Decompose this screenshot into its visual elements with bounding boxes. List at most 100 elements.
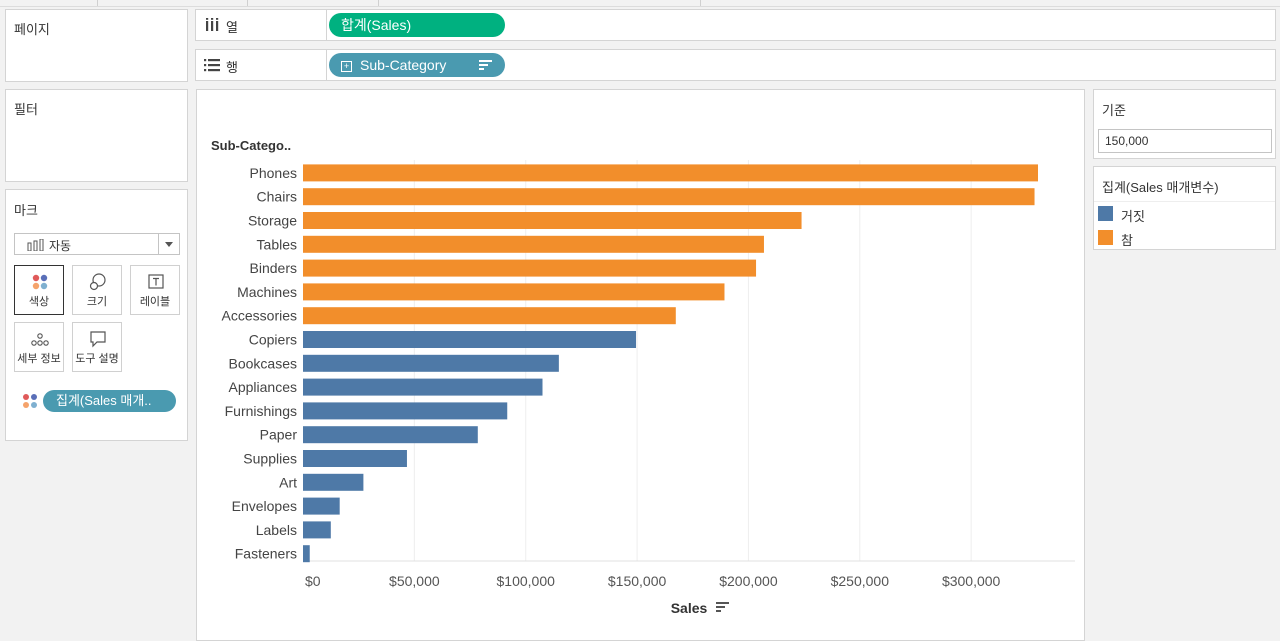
- columns-shelf-label-cell: 열: [196, 10, 327, 40]
- category-label[interactable]: Labels: [256, 522, 297, 538]
- sum-sales-pill[interactable]: 합계(Sales): [329, 13, 505, 37]
- rows-icon: [204, 59, 220, 72]
- detail-icon: [31, 333, 49, 346]
- detail-button[interactable]: 세부 정보: [14, 322, 64, 372]
- bar-art[interactable]: [303, 473, 364, 491]
- bar-binders[interactable]: [303, 259, 757, 277]
- color-field-pill[interactable]: 집계(Sales 매개..: [43, 390, 176, 412]
- category-label[interactable]: Fasteners: [235, 546, 297, 562]
- detail-button-label: 세부 정보: [17, 353, 61, 365]
- expand-plus-icon[interactable]: +: [341, 61, 352, 72]
- x-tick-label: $150,000: [608, 573, 667, 589]
- legend-divider: [1094, 201, 1275, 202]
- filters-card[interactable]: 필터: [5, 89, 188, 182]
- size-button[interactable]: 크기: [72, 265, 122, 315]
- rows-shelf-label: 행: [226, 60, 238, 75]
- bar-labels[interactable]: [303, 521, 331, 539]
- color-encoding-icon: [23, 394, 37, 408]
- sort-descending-icon[interactable]: [479, 60, 492, 72]
- bar-furnishings[interactable]: [303, 402, 508, 420]
- sum-sales-pill-label: 합계(Sales): [341, 17, 412, 33]
- x-tick-label: $200,000: [719, 573, 778, 589]
- category-label[interactable]: Furnishings: [225, 403, 297, 419]
- marks-title: 마크: [14, 203, 38, 218]
- category-label[interactable]: Tables: [257, 236, 297, 252]
- rows-shelf-label-cell: 행: [196, 50, 327, 80]
- color-button[interactable]: 색상: [14, 265, 64, 315]
- mark-type-label: 자동: [49, 239, 72, 253]
- sub-category-pill-label: Sub-Category: [360, 57, 447, 73]
- bar-accessories[interactable]: [303, 307, 676, 325]
- category-label[interactable]: Machines: [237, 284, 297, 300]
- strip-divider: [97, 0, 98, 6]
- pages-title: 페이지: [14, 22, 50, 37]
- parameter-card: 기준 150,000: [1093, 89, 1276, 159]
- category-label[interactable]: Paper: [260, 427, 298, 443]
- bar-copiers[interactable]: [303, 331, 637, 348]
- category-label[interactable]: Binders: [250, 260, 297, 276]
- category-label[interactable]: Supplies: [243, 451, 297, 467]
- bar-chairs[interactable]: [303, 188, 1035, 206]
- strip-divider: [378, 0, 379, 6]
- parameter-value-input[interactable]: 150,000: [1098, 129, 1272, 153]
- bar-appliances[interactable]: [303, 378, 543, 396]
- bar-chart: Phones Chairs Storage Tables Binders Machines…: [222, 160, 1075, 616]
- tooltip-icon: [90, 331, 106, 348]
- x-tick-label: $0: [305, 573, 321, 589]
- color-icon: [32, 274, 48, 290]
- category-label[interactable]: Copiers: [249, 332, 297, 348]
- x-tick-label: $300,000: [942, 573, 1001, 589]
- marks-card: 마크 자동 색상 크기 레이블: [5, 189, 188, 441]
- category-label[interactable]: Appliances: [229, 379, 298, 395]
- bar-machines[interactable]: [303, 283, 725, 301]
- columns-shelf[interactable]: 열 합계(Sales): [195, 9, 1276, 41]
- label-button[interactable]: 레이블: [130, 265, 180, 315]
- category-label[interactable]: Chairs: [257, 189, 297, 205]
- pages-card[interactable]: 페이지: [5, 9, 188, 82]
- x-tick-label: $250,000: [831, 573, 890, 589]
- bar-fasteners[interactable]: [303, 545, 310, 563]
- bar-envelopes[interactable]: [303, 497, 340, 515]
- chart-view: Sub-Catego.. Phones Chairs Storage Tables Bi…: [196, 89, 1085, 641]
- x-tick-label: $100,000: [497, 573, 556, 589]
- filters-title: 필터: [14, 102, 38, 117]
- legend-swatch-true: [1098, 230, 1113, 245]
- label-icon: [148, 274, 164, 289]
- category-axis-header[interactable]: Sub-Catego..: [211, 138, 292, 153]
- bar-paper[interactable]: [303, 426, 478, 444]
- category-label[interactable]: Bookcases: [229, 355, 297, 371]
- category-label[interactable]: Storage: [248, 213, 297, 229]
- columns-icon: [206, 18, 219, 31]
- parameter-title: 기준: [1102, 103, 1126, 118]
- category-label[interactable]: Envelopes: [232, 498, 297, 514]
- bar-tables[interactable]: [303, 235, 764, 253]
- category-label[interactable]: Art: [279, 474, 297, 490]
- strip-divider: [247, 0, 248, 6]
- bar-storage[interactable]: [303, 212, 802, 229]
- bar-chart-icon: [27, 239, 44, 251]
- rows-shelf[interactable]: 행 + Sub-Category: [195, 49, 1276, 81]
- bar-bookcases[interactable]: [303, 354, 559, 372]
- category-label[interactable]: Phones: [250, 165, 297, 181]
- size-icon: [89, 273, 106, 291]
- category-label[interactable]: Accessories: [222, 308, 297, 324]
- chevron-down-icon[interactable]: [158, 234, 179, 254]
- legend-label-false: 거짓: [1121, 209, 1145, 224]
- sub-category-pill[interactable]: + Sub-Category: [329, 53, 505, 77]
- legend-swatch-false: [1098, 206, 1113, 221]
- legend-label-true: 참: [1121, 233, 1133, 248]
- color-button-label: 색상: [28, 296, 50, 308]
- legend-title: 집계(Sales 매개변수): [1102, 180, 1219, 195]
- bar-supplies[interactable]: [303, 450, 407, 467]
- x-tick-label: $50,000: [389, 573, 440, 589]
- x-axis-title[interactable]: Sales: [671, 600, 708, 616]
- top-toolbar-strip: [0, 0, 1280, 7]
- bar-phones[interactable]: [303, 164, 1038, 182]
- mark-type-dropdown[interactable]: 자동: [14, 233, 180, 255]
- columns-shelf-label: 열: [226, 20, 238, 35]
- label-button-label: 레이블: [139, 296, 171, 308]
- color-legend-card: 집계(Sales 매개변수) 거짓 참: [1093, 166, 1276, 250]
- tooltip-button[interactable]: 도구 설명: [72, 322, 122, 372]
- tooltip-button-label: 도구 설명: [75, 353, 119, 365]
- sales-sort-icon[interactable]: [716, 602, 729, 614]
